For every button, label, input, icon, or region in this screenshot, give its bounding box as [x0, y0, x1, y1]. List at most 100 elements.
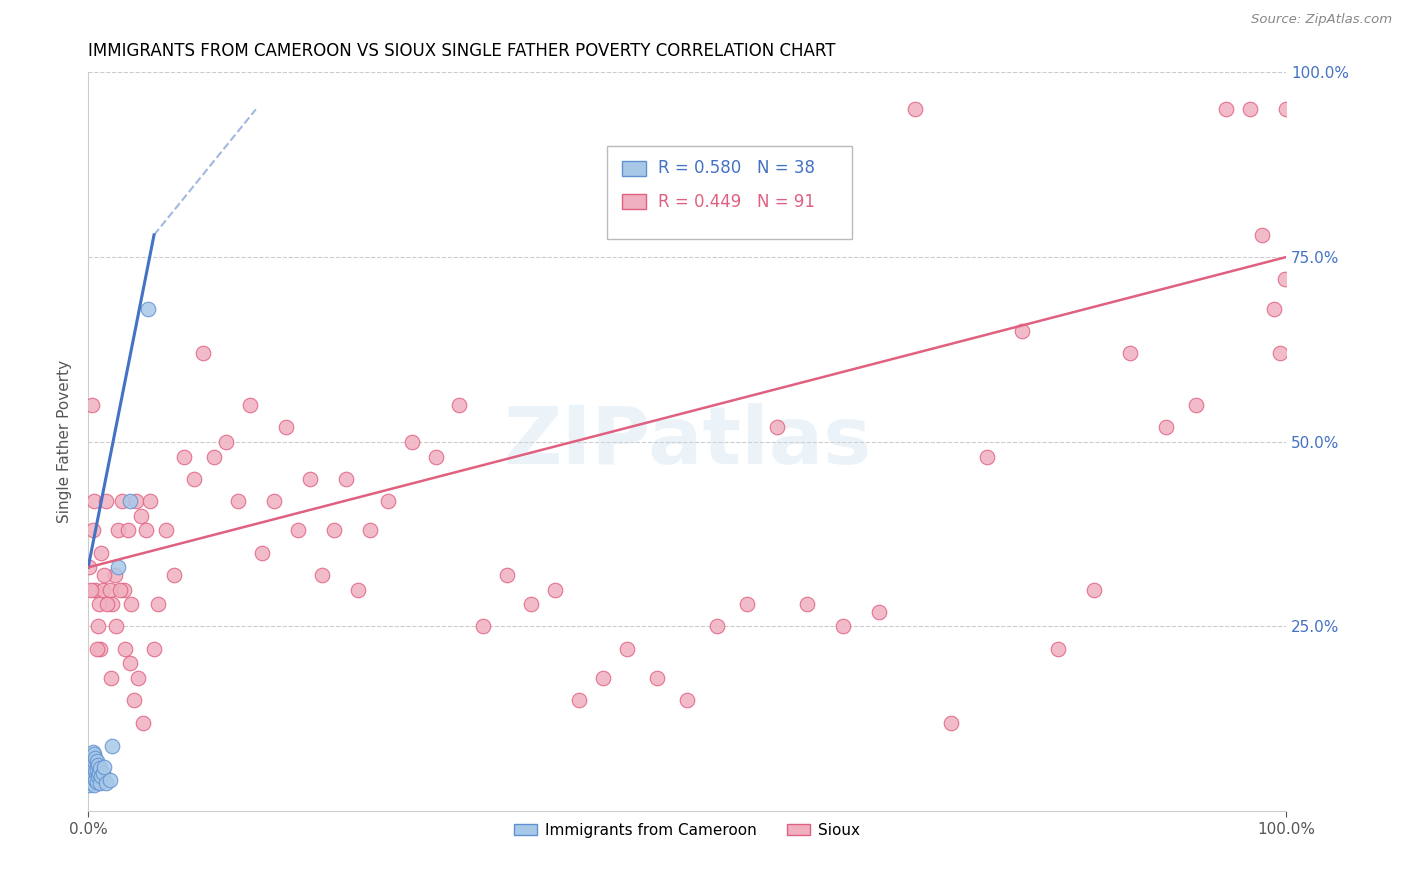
Point	[904, 103, 927, 117]
Point	[298, 472, 321, 486]
Point	[1239, 103, 1261, 117]
Point	[735, 598, 758, 612]
Point	[84, 773, 107, 788]
Point	[1215, 103, 1237, 117]
Point	[616, 641, 638, 656]
Point	[1268, 346, 1291, 360]
Point	[120, 598, 142, 612]
Point	[112, 582, 135, 597]
Point	[191, 346, 214, 360]
Point	[96, 598, 118, 612]
Point	[1047, 641, 1070, 656]
Point	[263, 494, 285, 508]
Point	[83, 761, 105, 775]
Point	[831, 619, 853, 633]
Text: R = 0.580   N = 38: R = 0.580 N = 38	[658, 160, 815, 178]
Point	[163, 567, 186, 582]
FancyBboxPatch shape	[623, 161, 647, 176]
Point	[127, 671, 149, 685]
Point	[104, 619, 127, 633]
Point	[87, 769, 110, 783]
Text: R = 0.449   N = 91: R = 0.449 N = 91	[658, 193, 815, 211]
Point	[111, 494, 134, 508]
Text: ZIPatlas: ZIPatlas	[503, 403, 872, 481]
Point	[425, 450, 447, 464]
Point	[79, 752, 101, 766]
Point	[110, 582, 132, 597]
Point	[107, 560, 129, 574]
Point	[79, 771, 101, 785]
Point	[82, 745, 104, 759]
FancyBboxPatch shape	[623, 194, 647, 209]
Point	[94, 494, 117, 508]
Point	[135, 524, 157, 538]
Point	[766, 420, 789, 434]
Point	[87, 765, 110, 780]
Point	[215, 434, 238, 449]
Point	[84, 582, 107, 597]
Point	[1275, 103, 1298, 117]
Point	[139, 494, 162, 508]
Point	[82, 524, 104, 538]
Point	[568, 693, 591, 707]
Point	[83, 754, 105, 768]
Point	[117, 524, 139, 538]
Point	[101, 739, 124, 754]
Point	[100, 671, 122, 685]
Point	[868, 605, 890, 619]
Point	[645, 671, 668, 685]
Point	[87, 598, 110, 612]
Point	[136, 301, 159, 316]
FancyBboxPatch shape	[607, 146, 852, 239]
Point	[87, 619, 110, 633]
Point	[94, 776, 117, 790]
Point	[706, 619, 728, 633]
Point	[82, 767, 104, 781]
Point	[79, 582, 101, 597]
Point	[86, 774, 108, 789]
Point	[83, 769, 105, 783]
Point	[132, 715, 155, 730]
Point	[1185, 398, 1208, 412]
Point	[377, 494, 399, 508]
Point	[89, 761, 111, 775]
Point	[976, 450, 998, 464]
Point	[80, 774, 103, 789]
Point	[91, 582, 114, 597]
Point	[449, 398, 471, 412]
Point	[86, 754, 108, 768]
Point	[84, 764, 107, 778]
Point	[1083, 582, 1105, 597]
Point	[79, 760, 101, 774]
Point	[93, 567, 115, 582]
Point	[1274, 272, 1296, 286]
Point	[80, 748, 103, 763]
Point	[322, 524, 344, 538]
Point	[107, 524, 129, 538]
Point	[120, 494, 142, 508]
Point	[80, 764, 103, 778]
Text: Source: ZipAtlas.com: Source: ZipAtlas.com	[1251, 13, 1392, 27]
Y-axis label: Single Father Poverty: Single Father Poverty	[58, 360, 72, 524]
Point	[80, 756, 103, 771]
Point	[86, 764, 108, 778]
Point	[250, 546, 273, 560]
Point	[125, 494, 148, 508]
Point	[287, 524, 309, 538]
Point	[239, 398, 262, 412]
Point	[401, 434, 423, 449]
Point	[86, 641, 108, 656]
Point	[311, 567, 333, 582]
Point	[122, 693, 145, 707]
Point	[80, 398, 103, 412]
Point	[87, 758, 110, 772]
Point	[89, 776, 111, 790]
Point	[676, 693, 699, 707]
Point	[173, 450, 195, 464]
Point	[89, 641, 111, 656]
Point	[146, 598, 169, 612]
Point	[120, 657, 142, 671]
Point	[98, 582, 121, 597]
Point	[1263, 301, 1285, 316]
Point	[472, 619, 495, 633]
